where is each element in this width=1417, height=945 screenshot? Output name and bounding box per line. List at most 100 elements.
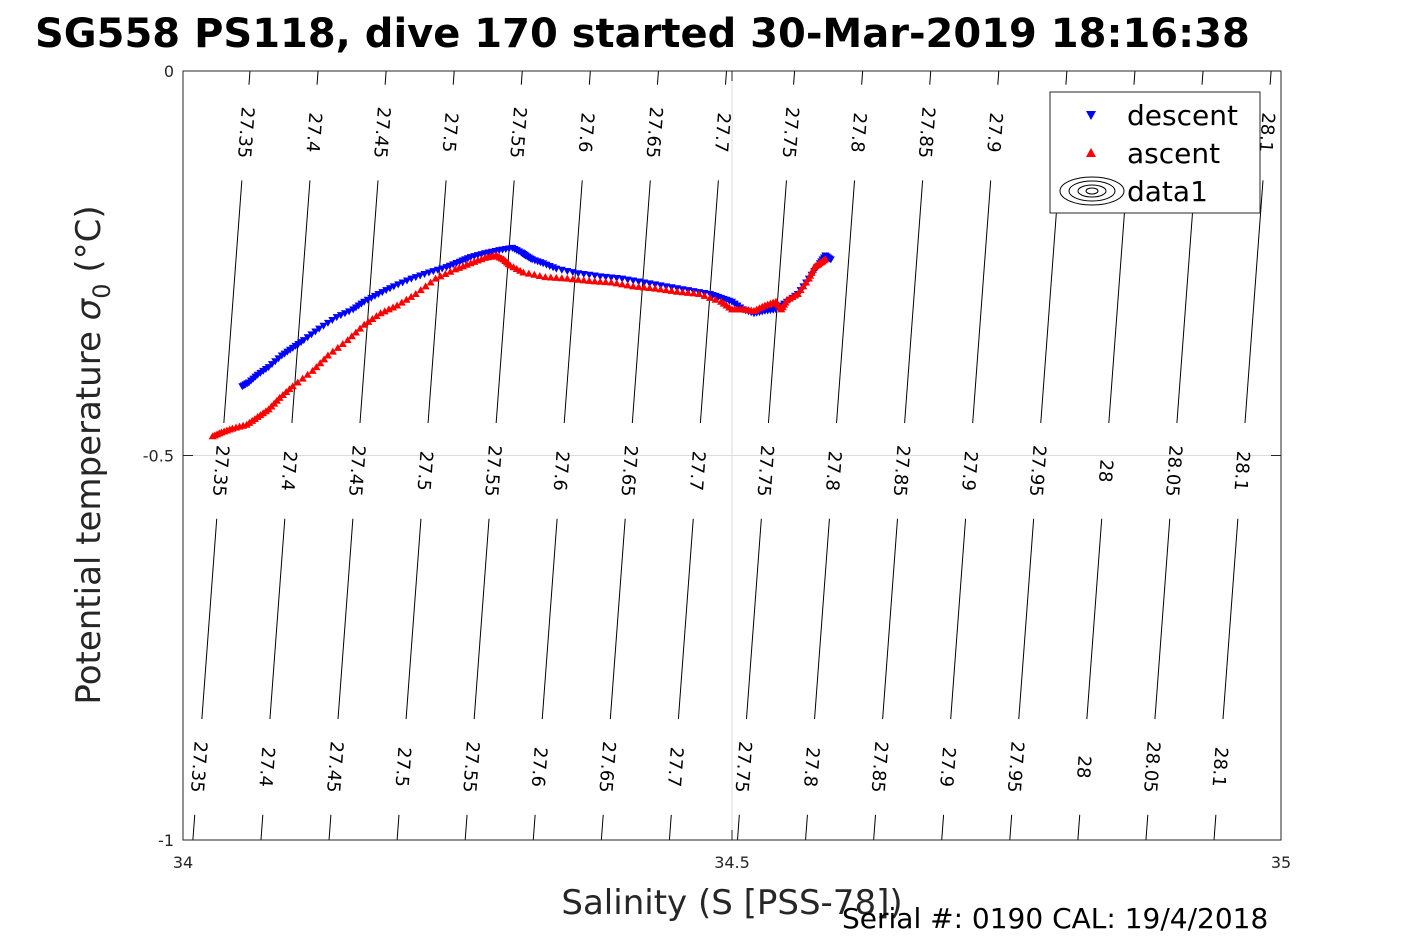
ascent-point (645, 284, 654, 292)
ascent-point (546, 273, 555, 281)
contour-labels: 27.35 27.35 27.35 27.4 27.4 27.4 27.45 27.45 27.… (186, 106, 1279, 793)
contour-line-segment (814, 518, 830, 720)
descent-point (328, 316, 337, 324)
ascent-point (796, 286, 805, 294)
contour-line-segment (520, 70, 523, 85)
descent-point (340, 310, 349, 318)
descent-point (601, 273, 610, 281)
legend-label-descent: descent (1127, 99, 1238, 132)
contour-label: 27.6 (574, 112, 598, 154)
ascent-point (667, 286, 676, 294)
ascent-point (407, 292, 416, 300)
ascent-point (552, 273, 561, 281)
legend-box (1049, 91, 1261, 214)
contour-line-segment (532, 814, 536, 841)
contour-line-segment (736, 814, 740, 841)
contour-line-segment (316, 70, 319, 85)
ascent-point (535, 271, 544, 279)
ascent-point (519, 268, 528, 276)
ascent-point (700, 291, 709, 299)
ascent-point (347, 332, 356, 340)
ascent-point (293, 378, 302, 386)
legend-label-ascent: ascent (1127, 137, 1220, 170)
descent-point (299, 337, 308, 345)
contour-line-segment (793, 70, 796, 85)
ascent-point (298, 374, 307, 382)
ascent-point (618, 280, 627, 288)
contour-line-segment (223, 180, 243, 424)
contour-line-segment (997, 70, 1000, 85)
x-tick-label: 34 (173, 853, 193, 872)
ascent-point (360, 320, 369, 328)
ascent-point (629, 282, 638, 290)
descent-point (336, 312, 345, 320)
ascent-point (343, 336, 352, 344)
contour-label: 27.9 (982, 112, 1006, 154)
ascent-point (303, 370, 312, 378)
contour-label: 27.65 (641, 106, 666, 159)
y-axis-ticks: 0 -0.5 -1 (143, 62, 1281, 850)
descent-point (315, 325, 324, 333)
ascent-point (328, 347, 337, 355)
contour-line-segment (248, 70, 251, 85)
descent-point (596, 273, 605, 281)
contour-line-segment (1108, 180, 1128, 424)
x-axis-ticks: 34 34.5 35 (173, 71, 1291, 872)
contour-line-segment (941, 814, 945, 841)
ascent-point (711, 295, 720, 303)
contour-line-segment (541, 518, 558, 720)
legend-label-data1: data1 (1127, 175, 1208, 208)
descent-point (332, 314, 341, 322)
ascent-point (590, 277, 599, 285)
contour-label: 27.85 (889, 444, 914, 497)
descent-point (402, 277, 411, 285)
contour-line-segment (1040, 180, 1060, 424)
descent-point (311, 328, 320, 336)
contour-label: 28.05 (1161, 444, 1186, 497)
contour-line-segment (600, 814, 604, 841)
contour-line-segment (1269, 70, 1272, 85)
contour-line-segment (1176, 180, 1196, 424)
ascent-point (656, 285, 665, 293)
contour-line-segment (384, 70, 387, 85)
ascent-point (662, 286, 671, 294)
contour-line-segment (328, 814, 332, 841)
contour-label: 27.85 (914, 106, 939, 159)
y-axis-label-main: Potential temperature (69, 320, 109, 704)
descent-point (579, 271, 588, 279)
descent-point (389, 283, 398, 291)
x-tick-label: 35 (1271, 853, 1291, 872)
contour-label: 27.7 (663, 746, 687, 788)
ascent-point (541, 273, 550, 281)
ascent-point (308, 366, 317, 374)
contour-line-segment (836, 180, 856, 424)
ascent-point (640, 283, 649, 291)
legend-item-ascent: ascent (1086, 137, 1220, 170)
ascent-point (368, 315, 377, 323)
ascent-point (333, 343, 342, 351)
descent-point (303, 334, 312, 342)
contour-line-segment (473, 518, 490, 720)
descent-point (323, 319, 332, 327)
contour-line-segment (1009, 814, 1013, 841)
contour-label: 27.55 (505, 106, 530, 159)
contour-line-segment (745, 518, 762, 720)
contour-label: 27.8 (821, 450, 845, 492)
ascent-point (802, 278, 811, 286)
ascent-point (436, 272, 445, 280)
descent-point (345, 308, 354, 316)
contour-line-segment (1201, 70, 1204, 85)
descent-point (407, 275, 416, 283)
contour-label: 27.4 (302, 112, 326, 154)
contour-line-segment (260, 814, 264, 841)
contour-line-segment (1213, 814, 1217, 841)
ascent-point (673, 287, 682, 295)
contour-line-segment (291, 180, 311, 424)
contour-line-segment (1133, 70, 1136, 85)
y-tick-label: 0 (164, 62, 174, 81)
contour-line-segment (1154, 518, 1171, 720)
contour-line-segment (972, 180, 992, 424)
descent-point (420, 271, 429, 279)
contour-icon (1059, 176, 1125, 206)
